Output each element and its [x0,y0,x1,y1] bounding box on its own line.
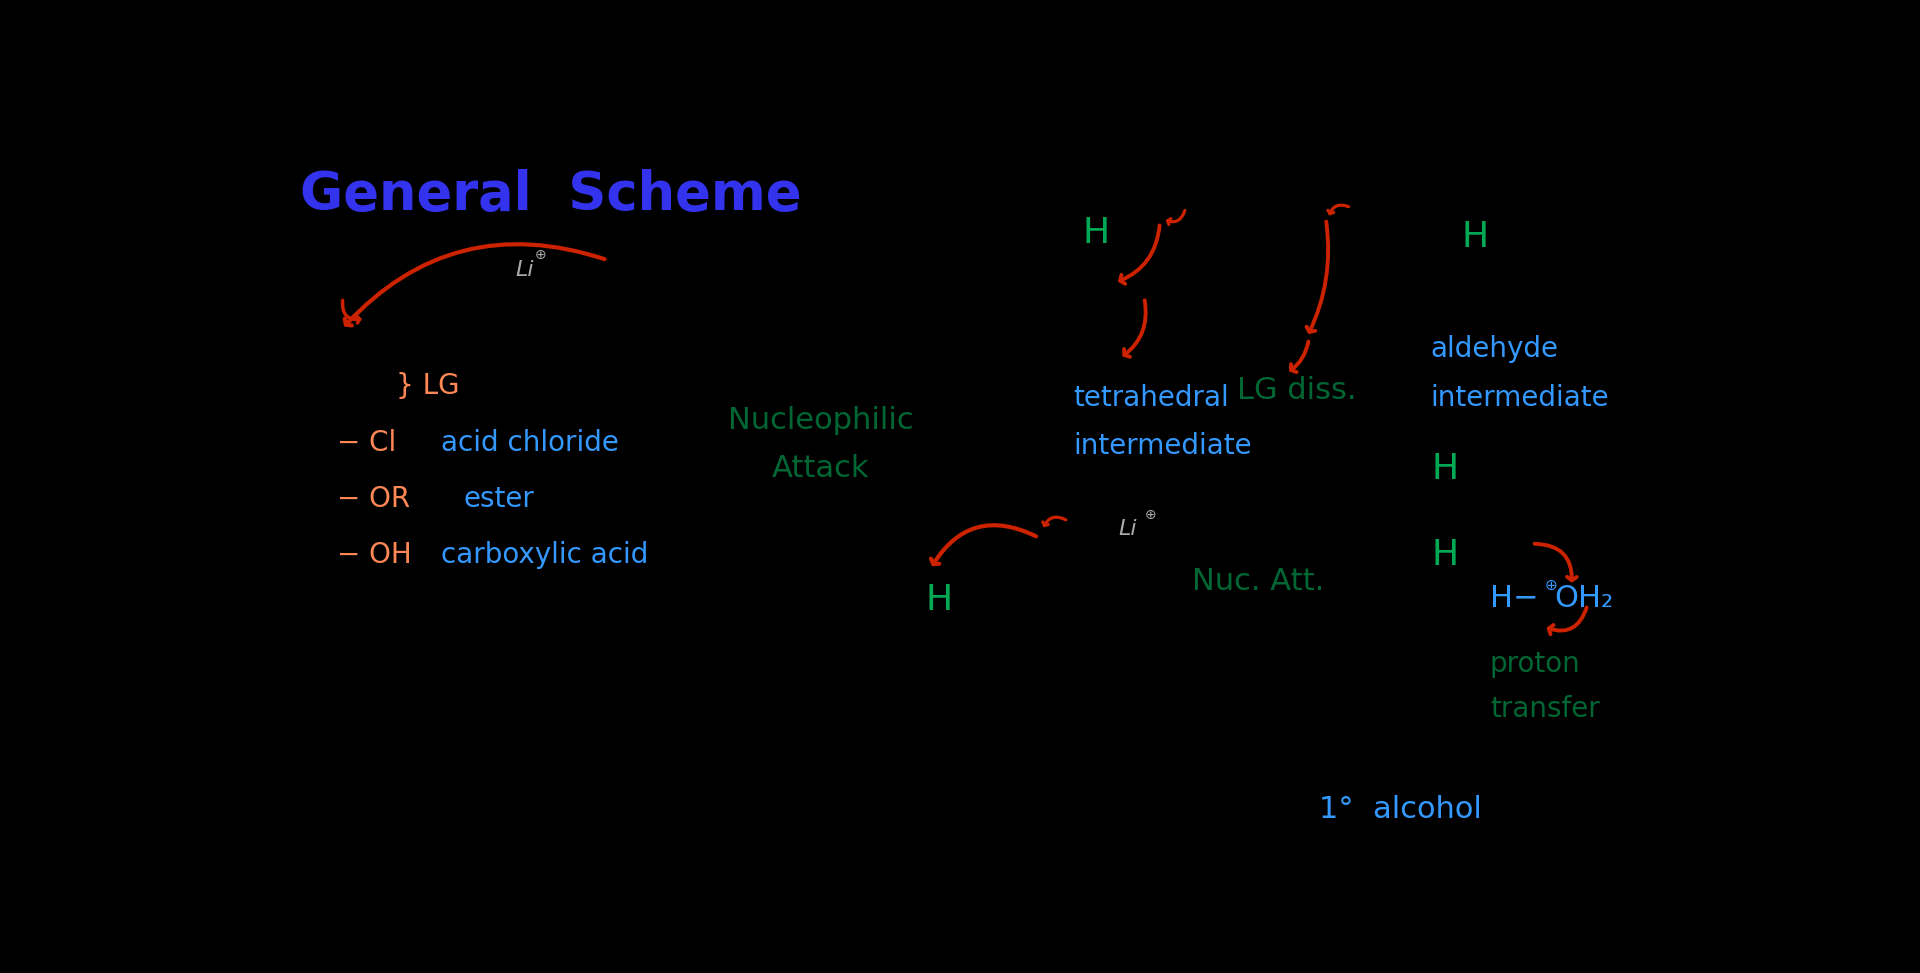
Text: carboxylic acid: carboxylic acid [442,541,649,569]
Text: − OR: − OR [336,485,409,513]
Text: H: H [1461,220,1488,254]
Text: intermediate: intermediate [1430,383,1609,412]
Text: OH₂: OH₂ [1553,584,1613,613]
Text: − Cl: − Cl [336,429,396,456]
Text: ester: ester [463,485,534,513]
Text: ⊕: ⊕ [1144,508,1156,523]
Text: Li: Li [1117,519,1137,539]
Text: H: H [1432,538,1459,572]
Text: Nuc. Att.: Nuc. Att. [1192,566,1325,595]
Text: aldehyde: aldehyde [1430,335,1559,363]
Text: H: H [1432,451,1459,486]
Text: 1°  alcohol: 1° alcohol [1319,795,1482,824]
Text: H: H [1083,216,1110,250]
Text: Li: Li [515,261,534,280]
Text: tetrahedral: tetrahedral [1073,383,1229,412]
Text: LG diss.: LG diss. [1236,376,1356,405]
Text: H: H [925,583,952,617]
Text: ⊕: ⊕ [534,248,547,263]
Text: General  Scheme: General Scheme [300,169,801,221]
Text: H−: H− [1490,584,1538,613]
Text: intermediate: intermediate [1073,432,1252,460]
Text: Nucleophilic: Nucleophilic [728,406,914,435]
Text: Attack: Attack [772,454,870,484]
Text: proton: proton [1490,650,1580,677]
Text: ⊕: ⊕ [1546,578,1557,594]
Text: } LG: } LG [396,373,459,401]
Text: transfer: transfer [1490,695,1599,723]
Text: acid chloride: acid chloride [442,429,618,456]
Text: − OH: − OH [336,541,411,569]
